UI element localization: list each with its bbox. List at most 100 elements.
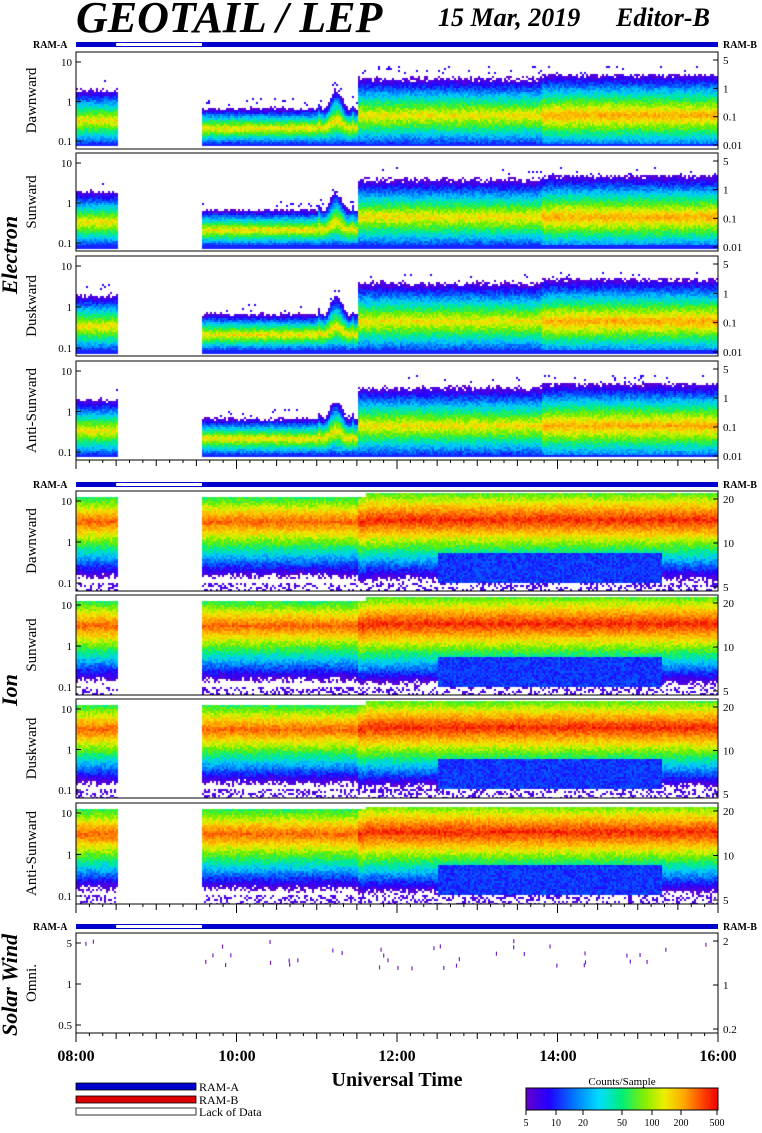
data-point xyxy=(341,950,343,955)
y-tick-label-right: 20 xyxy=(723,598,735,610)
panel-label: Sunward xyxy=(24,175,40,229)
legend-swatch-lack-of-data xyxy=(75,1107,197,1116)
data-point xyxy=(297,958,299,963)
panel-electron-sunward: Sunward 10 1 0.1 5 1 0.1 0.01 xyxy=(24,152,742,254)
y-tick-label-right: 0.1 xyxy=(723,318,737,330)
y-tick-label: 1 xyxy=(67,407,73,419)
ram-a-label-solar: RAM-A xyxy=(33,922,68,933)
lack-of-data-bar xyxy=(116,43,202,46)
group-label-solar-wind: Solar Wind xyxy=(0,933,22,1036)
y-tick-label: 1 xyxy=(67,198,73,210)
y-tick-label-right: 5 xyxy=(723,895,729,907)
time-axis xyxy=(75,460,719,1042)
data-point xyxy=(269,960,272,965)
panel-frame xyxy=(75,255,719,357)
panel-label: Anti-Sunward xyxy=(24,368,40,453)
y-tick-label: 5 xyxy=(67,938,73,950)
spectrogram-image xyxy=(76,699,718,798)
ram-status-bar xyxy=(76,924,718,929)
colorbar-tick-label: 50 xyxy=(617,1118,627,1128)
data-point xyxy=(224,963,227,968)
panel-label: Duskward xyxy=(24,717,40,779)
y-tick-label: 10 xyxy=(61,808,73,820)
data-point xyxy=(513,939,515,944)
data-point xyxy=(549,944,551,949)
data-point xyxy=(584,951,586,956)
data-point xyxy=(397,965,399,970)
data-point xyxy=(495,951,498,956)
y-tick-label-right: 1 xyxy=(723,83,729,95)
y-tick-label-right: 1 xyxy=(723,185,729,197)
y-tick-label-right: 10 xyxy=(723,746,735,758)
spectrogram-panels: Dawnward 10 1 0.1 5 1 0.1 0.01 Sunward 10 1 0.1 5 1 0.… xyxy=(24,51,742,1036)
y-tick-label-right: 1 xyxy=(723,980,729,992)
y-tick-label-right: 10 xyxy=(723,851,735,863)
panel-ion-sunward: Sunward 10 1 0.1 20 10 5 xyxy=(24,594,735,698)
panel-frame xyxy=(75,51,719,150)
panel-frame xyxy=(75,594,719,696)
ram-b-label-solar: RAM-B xyxy=(723,922,757,933)
y-tick-label-right: 5 xyxy=(723,55,729,67)
y-tick-label-right: 5 xyxy=(723,259,729,271)
panel-ion-dawnward: Dawnward 10 1 0.1 20 10 5 xyxy=(24,490,735,594)
y-tick-label-right: 1 xyxy=(723,288,729,300)
data-point xyxy=(458,957,460,962)
data-point xyxy=(556,963,558,968)
y-tick-label: 1 xyxy=(67,745,73,757)
colorbar-tick-label: 5 xyxy=(524,1118,529,1128)
y-tick-label: 10 xyxy=(61,366,73,378)
data-point xyxy=(380,947,382,952)
data-point xyxy=(212,953,214,958)
colorbar-tick-label: 100 xyxy=(645,1118,660,1128)
x-tick-label: 16:00 xyxy=(699,1048,736,1065)
y-tick-label-right: 0.01 xyxy=(723,451,742,463)
spectrogram-image xyxy=(76,153,718,251)
x-tick-label: 14:00 xyxy=(539,1048,576,1065)
y-tick-label: 1 xyxy=(67,97,73,109)
group-label-ion: Ion xyxy=(0,674,22,707)
panel-label: Sunward xyxy=(24,618,40,672)
lack-of-data-bar xyxy=(116,925,202,928)
y-tick-label: 1 xyxy=(67,302,73,314)
y-tick-label: 10 xyxy=(61,704,73,716)
ram-a-label-electron: RAM-A xyxy=(33,40,68,51)
data-point xyxy=(443,965,445,970)
panel-solar-wind-omni: Omni. 5 1 0.5 2 1 0.2 xyxy=(24,932,737,1036)
y-tick-label: 10 xyxy=(61,261,73,273)
data-point xyxy=(383,953,385,958)
spectrogram-image xyxy=(76,52,718,149)
panel-label: Anti-Sunward xyxy=(24,811,40,896)
y-tick-label-right: 0.1 xyxy=(723,422,737,434)
panel-label: Omni. xyxy=(24,964,40,1002)
x-axis-label: Universal Time xyxy=(332,1069,463,1091)
y-tick-label: 10 xyxy=(61,600,73,612)
ram-b-label-ion: RAM-B xyxy=(723,480,757,491)
y-tick-label: 10 xyxy=(61,57,73,69)
ram-a-label-ion: RAM-A xyxy=(33,480,68,491)
ram-status-bar xyxy=(76,42,718,47)
panel-frame xyxy=(75,698,719,799)
y-tick-label-right: 0.1 xyxy=(723,213,737,225)
ram-status-bar xyxy=(76,482,718,487)
panel-electron-dawnward: Dawnward 10 1 0.1 5 1 0.1 0.01 xyxy=(24,51,742,152)
y-tick-label: 1 xyxy=(67,979,73,991)
y-tick-label-right: 0.1 xyxy=(723,112,737,124)
data-point xyxy=(332,948,334,953)
y-tick-label-right: 0.01 xyxy=(723,347,742,359)
colorbar-tick-label: 200 xyxy=(674,1118,689,1128)
panel-label: Dawnward xyxy=(24,67,40,133)
panel-label: Duskward xyxy=(24,275,40,337)
data-point xyxy=(584,960,587,965)
data-point xyxy=(639,952,641,957)
spectrogram-image xyxy=(76,491,718,591)
y-tick-label-right: 2 xyxy=(723,936,729,948)
ram-status-bars xyxy=(76,42,718,929)
y-tick-label: 10 xyxy=(61,496,73,508)
group-label-electron: Electron xyxy=(0,216,22,295)
y-tick-label-right: 10 xyxy=(723,642,735,654)
x-tick-label: 08:00 xyxy=(57,1048,94,1065)
panel-label: Dawnward xyxy=(24,508,40,574)
y-tick-label: 0.1 xyxy=(58,785,72,797)
legend-swatch-ram-b xyxy=(75,1095,197,1104)
